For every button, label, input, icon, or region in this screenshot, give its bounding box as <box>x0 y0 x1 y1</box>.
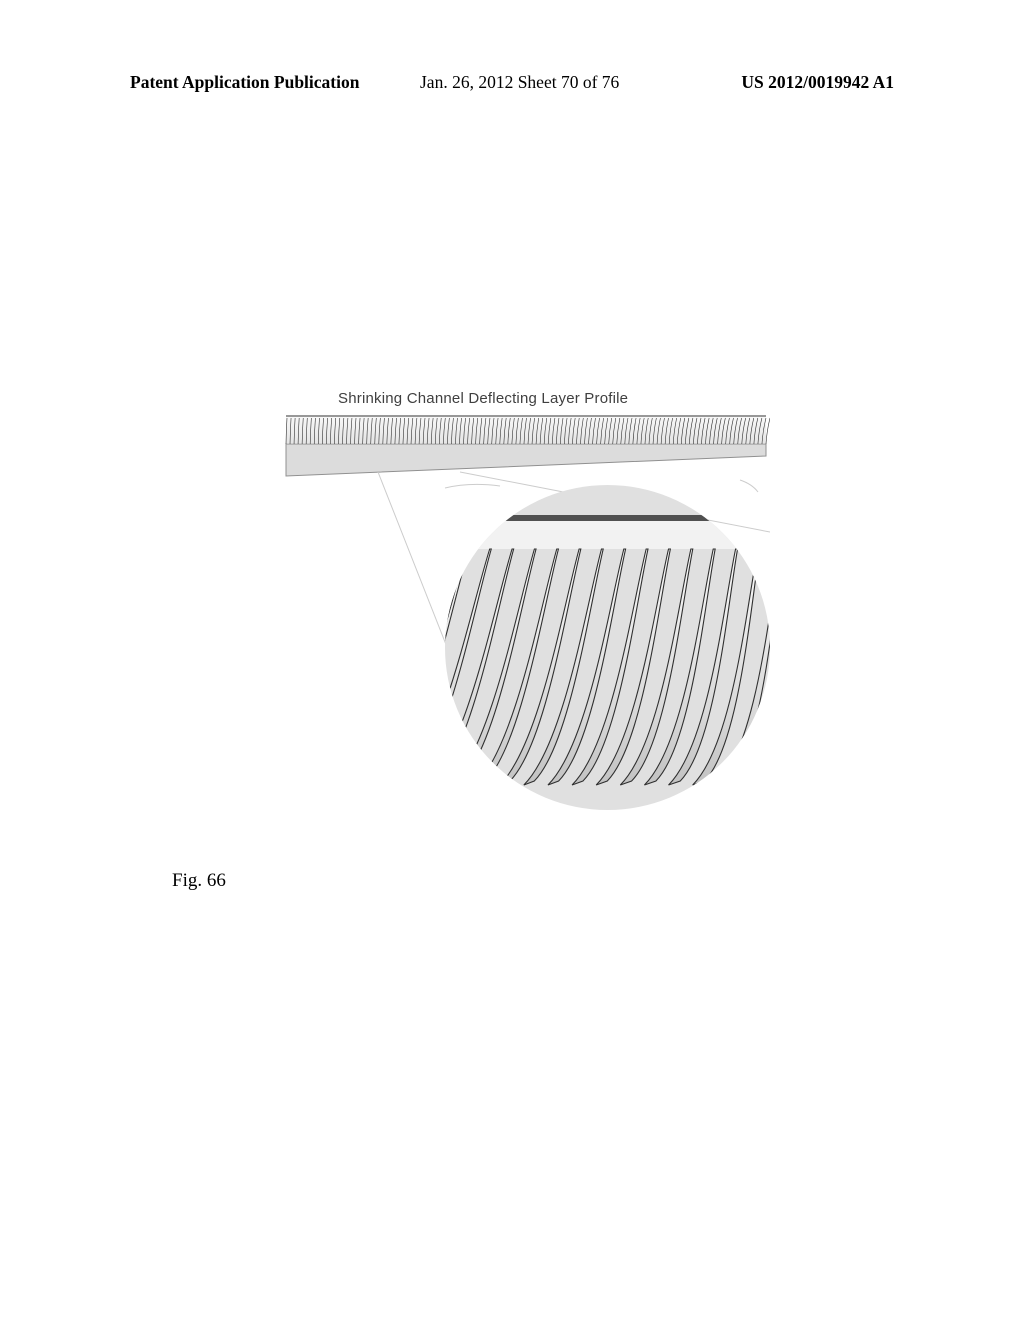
wedge-profile <box>280 412 770 482</box>
header-left-text: Patent Application Publication <box>130 72 359 93</box>
header-center-text: Jan. 26, 2012 Sheet 70 of 76 <box>420 72 619 93</box>
figure-caption-top: Shrinking Channel Deflecting Layer Profi… <box>338 390 628 407</box>
figure-label: Fig. 66 <box>172 870 226 892</box>
figure-main: Shrinking Channel Deflecting Layer Profi… <box>280 380 770 820</box>
header-right-text: US 2012/0019942 A1 <box>741 72 894 93</box>
detail-svg <box>445 485 770 810</box>
detail-circle <box>445 485 770 810</box>
wedge-svg <box>280 412 770 487</box>
page-header: Patent Application Publication Jan. 26, … <box>0 72 1024 102</box>
